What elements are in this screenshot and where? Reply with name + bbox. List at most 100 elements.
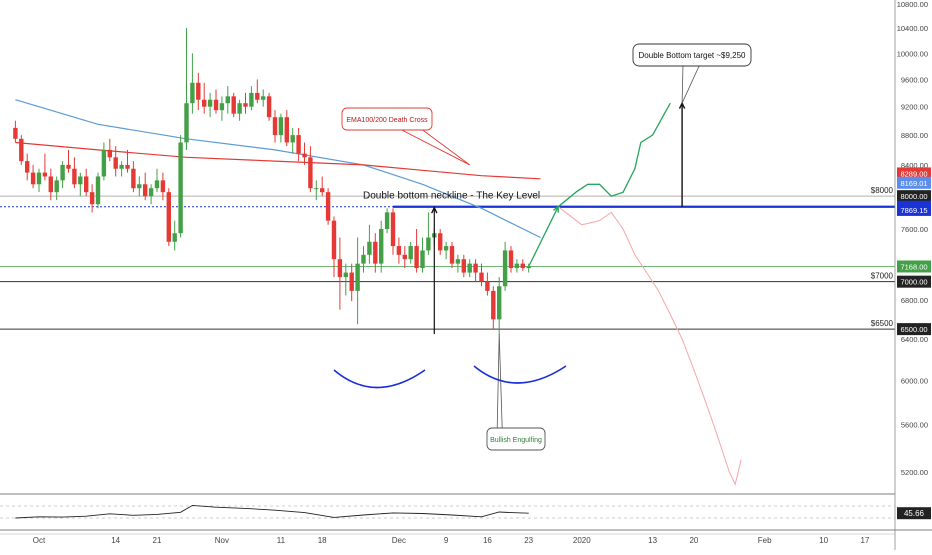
candle bbox=[131, 161, 136, 193]
candle-body bbox=[390, 212, 396, 247]
candle bbox=[485, 272, 490, 296]
candle bbox=[272, 110, 278, 143]
candle bbox=[231, 92, 236, 118]
price-tick-label: 10400.00 bbox=[897, 24, 928, 33]
candle bbox=[408, 241, 413, 264]
candle-body bbox=[408, 246, 413, 260]
level-label: $7000 bbox=[871, 272, 894, 281]
time-tick-label: 10 bbox=[819, 536, 828, 545]
candle bbox=[402, 246, 407, 269]
candle bbox=[308, 146, 313, 193]
candle bbox=[190, 53, 195, 114]
candle bbox=[54, 176, 59, 201]
candle-body bbox=[190, 82, 195, 104]
candle bbox=[48, 168, 53, 201]
candle-body bbox=[119, 164, 124, 169]
candle-body bbox=[13, 127, 18, 139]
candle bbox=[84, 168, 89, 197]
candle bbox=[390, 208, 396, 255]
candle-body bbox=[101, 149, 107, 177]
candle-body bbox=[154, 180, 160, 189]
projections bbox=[528, 102, 742, 486]
candle bbox=[349, 263, 354, 302]
candle bbox=[237, 99, 242, 121]
candle bbox=[13, 120, 18, 143]
candle-body bbox=[426, 237, 431, 251]
candle-body bbox=[491, 290, 496, 320]
candle-body bbox=[485, 281, 490, 291]
candle bbox=[225, 86, 230, 114]
candle-body bbox=[143, 184, 148, 197]
candle-body bbox=[95, 176, 101, 205]
price-tick-label: 10000.00 bbox=[897, 49, 928, 58]
candle-body bbox=[343, 272, 348, 278]
bearish-projection-line bbox=[557, 206, 742, 486]
time-tick-label: 13 bbox=[648, 536, 657, 545]
price-tag bbox=[897, 203, 931, 216]
candle bbox=[343, 263, 348, 296]
candle bbox=[502, 241, 508, 291]
rsi-value-label: 45.66 bbox=[904, 509, 925, 518]
candle-body bbox=[255, 92, 260, 100]
price-tag bbox=[897, 275, 931, 288]
engulfing-box-label: Bullish Engulfing bbox=[490, 437, 542, 444]
candle bbox=[426, 212, 431, 255]
candle-body bbox=[325, 192, 331, 221]
candle bbox=[520, 259, 525, 271]
target-arrow-head bbox=[678, 101, 686, 109]
target-box-label: Double Bottom target ~$9,250 bbox=[639, 51, 747, 60]
candle-body bbox=[137, 184, 142, 189]
death-cross-callout-line bbox=[397, 127, 470, 166]
time-tick-label: 18 bbox=[318, 536, 327, 545]
candle-body bbox=[314, 188, 319, 190]
candle bbox=[420, 237, 425, 273]
ema200-line bbox=[15, 141, 541, 180]
candle-body bbox=[361, 254, 366, 264]
bullish-projection-line bbox=[528, 102, 671, 267]
candle-body bbox=[526, 266, 531, 269]
price-tick-label: 8800.00 bbox=[901, 131, 928, 140]
candle bbox=[184, 28, 189, 150]
candle bbox=[278, 113, 284, 143]
candle-body bbox=[266, 96, 272, 118]
price-axis: 10800.00 10400.00 10000.00 9600.00 9200.00 88… bbox=[894, 0, 931, 550]
candle-body bbox=[443, 246, 449, 251]
candle bbox=[207, 92, 213, 118]
candle bbox=[148, 184, 154, 205]
candle bbox=[261, 89, 266, 107]
bottom-arc-right bbox=[473, 365, 567, 384]
price-tag-label: 6500.00 bbox=[900, 325, 927, 334]
candle-body bbox=[272, 117, 278, 136]
death-cross-box bbox=[341, 107, 433, 131]
ema100-line bbox=[15, 99, 541, 239]
candle bbox=[384, 208, 390, 234]
time-tick-label: 2020 bbox=[573, 536, 591, 545]
price-tag bbox=[897, 260, 931, 273]
candle-body bbox=[54, 180, 59, 193]
time-tick-label: 21 bbox=[153, 536, 162, 545]
candle bbox=[160, 172, 166, 201]
level-label: $8000 bbox=[871, 186, 894, 195]
candle-body bbox=[355, 263, 360, 291]
price-tick-label: 10800.00 bbox=[897, 0, 928, 9]
candle bbox=[508, 246, 514, 273]
candle-body bbox=[60, 164, 65, 181]
candle-body bbox=[166, 192, 171, 242]
price-tag-label: 7869.15 bbox=[900, 206, 927, 215]
price-tag-label: 8169.01 bbox=[900, 179, 927, 188]
time-tick-label: 14 bbox=[111, 536, 120, 545]
candle bbox=[355, 237, 360, 325]
candle-body bbox=[184, 103, 189, 143]
candle-body bbox=[202, 99, 207, 107]
time-tick-label: Dec bbox=[392, 536, 406, 545]
candle-body bbox=[349, 272, 354, 291]
candle bbox=[337, 237, 343, 310]
candle bbox=[89, 184, 95, 213]
candle bbox=[514, 259, 520, 273]
candle bbox=[213, 89, 219, 114]
price-tag-label: 7000.00 bbox=[900, 278, 927, 287]
candle-body bbox=[290, 135, 295, 143]
candle-body bbox=[178, 142, 183, 234]
